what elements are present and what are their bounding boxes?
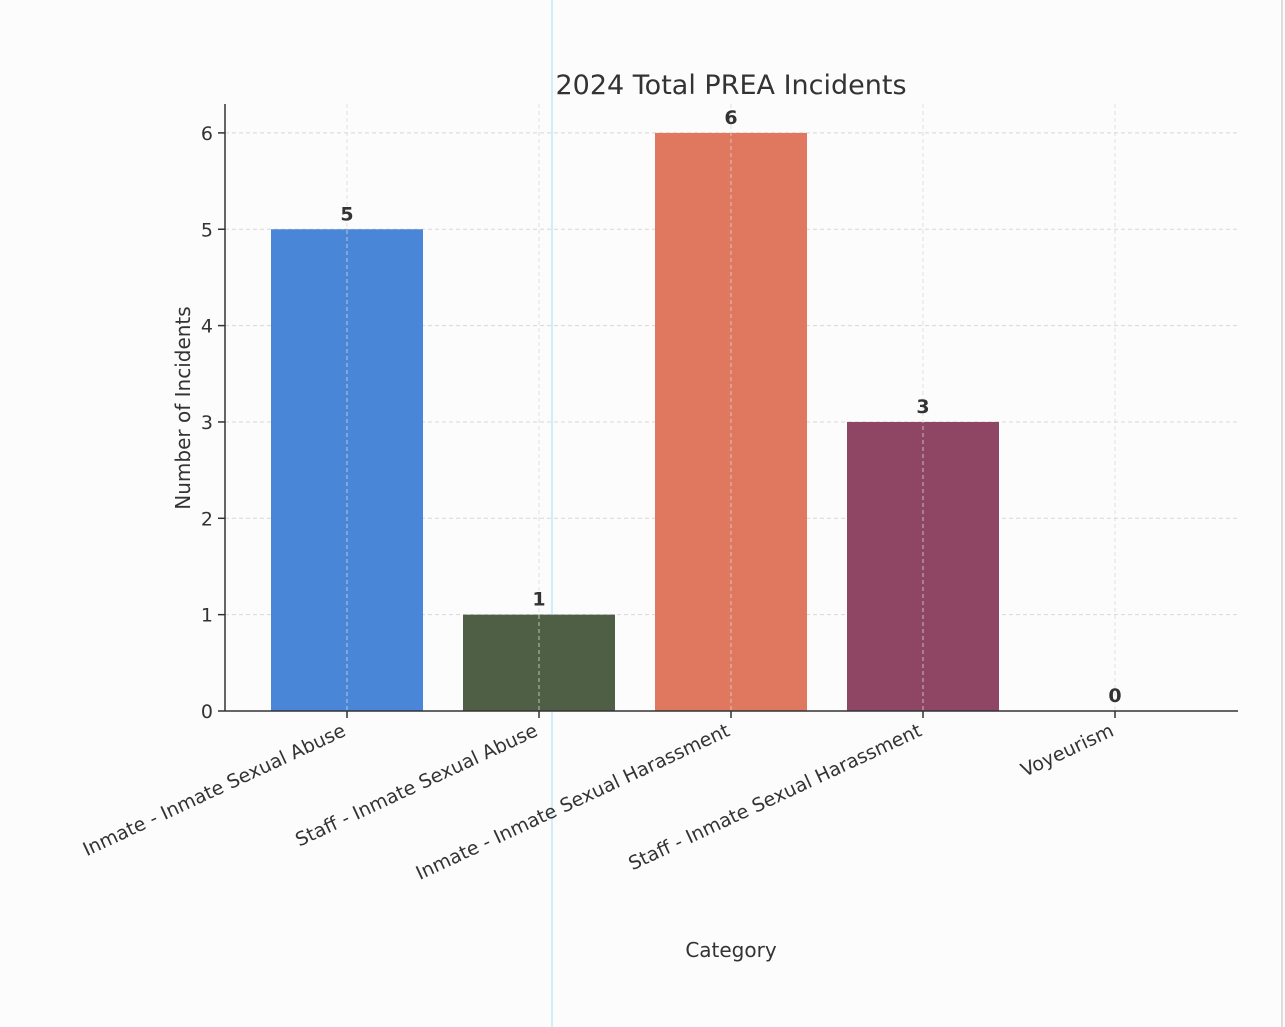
y-tick-label: 1 xyxy=(201,605,213,627)
y-axis-label: Number of Incidents xyxy=(171,306,195,509)
grid-vertical xyxy=(346,104,1116,711)
x-tick-label: Voyeurism xyxy=(1018,720,1118,782)
x-axis-label: Category xyxy=(685,938,777,962)
y-tick-label: 4 xyxy=(201,316,213,338)
bar-value-label: 1 xyxy=(532,589,545,611)
y-tick-label: 2 xyxy=(201,508,213,530)
y-tick-label: 3 xyxy=(201,412,213,434)
bar-value-label: 3 xyxy=(916,396,929,418)
bar-value-label: 0 xyxy=(1108,685,1121,707)
x-tick-label: Inmate - Inmate Sexual Harassment xyxy=(413,720,734,885)
x-tick-label: Staff - Inmate Sexual Harassment xyxy=(625,720,925,875)
y-tick-label: 0 xyxy=(201,701,213,723)
y-tick-label: 6 xyxy=(201,123,213,145)
chart-title: 2024 Total PREA Incidents xyxy=(555,70,906,101)
y-tick-label: 5 xyxy=(201,219,213,241)
bar-value-label: 5 xyxy=(340,203,353,225)
data-labels: 5 1 6 3 0 xyxy=(340,107,1121,707)
bar-value-label: 6 xyxy=(724,107,737,129)
